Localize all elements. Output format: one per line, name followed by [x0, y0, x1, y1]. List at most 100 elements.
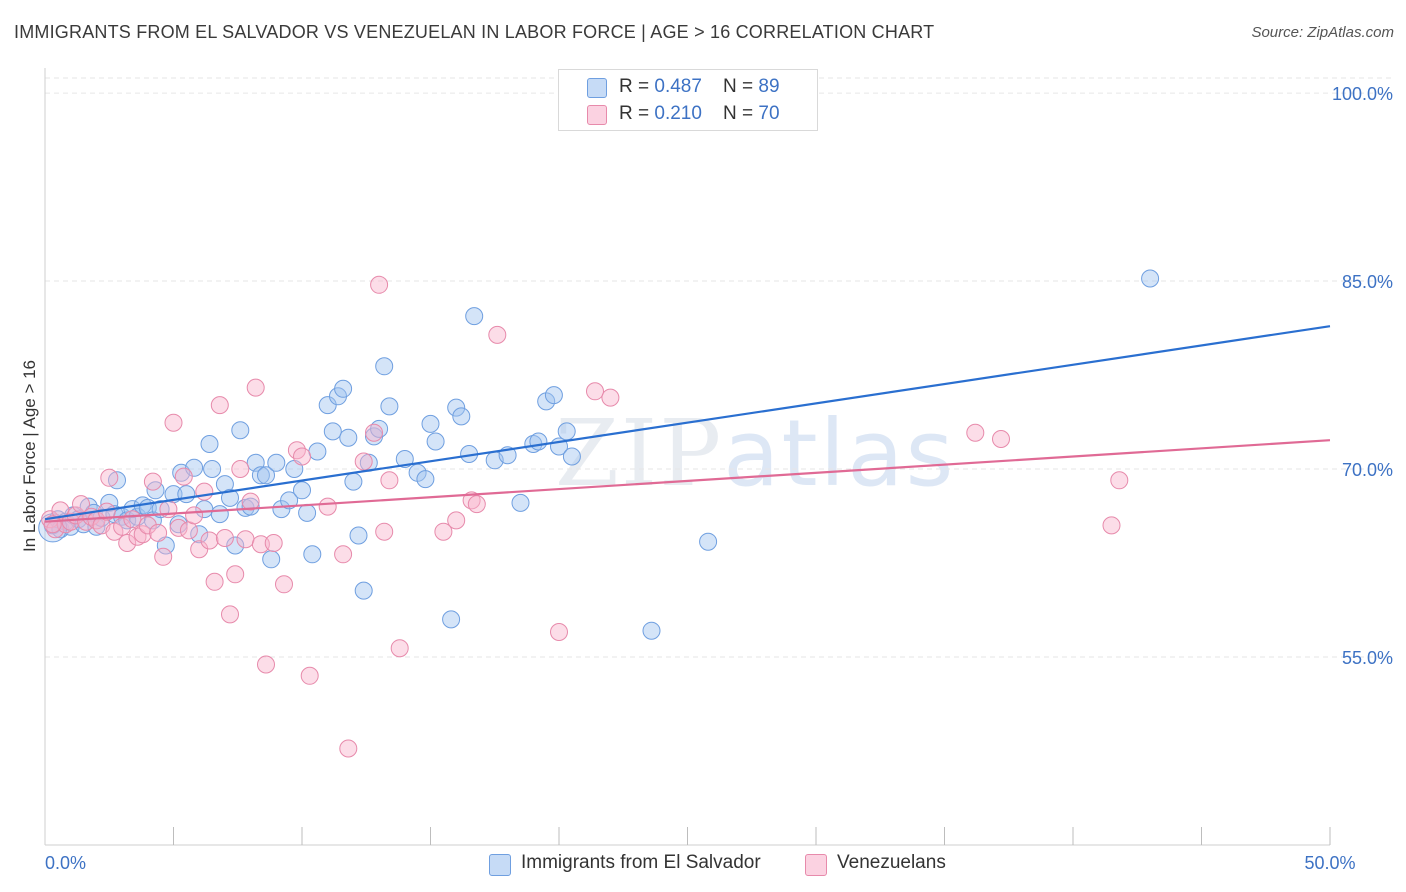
data-point [544, 386, 563, 405]
data-point [298, 503, 317, 522]
watermark: ZIPatlas [555, 400, 956, 507]
data-point [334, 379, 353, 398]
data-point [200, 531, 219, 550]
trend-line [44, 325, 1331, 521]
legend-swatch-blue [587, 78, 607, 98]
data-point [344, 472, 363, 491]
source-label: Source: ZipAtlas.com [1251, 24, 1394, 41]
bottom-legend-label: Venezuelans [837, 852, 946, 873]
data-point [221, 605, 239, 624]
legend-swatch-pink [587, 105, 607, 125]
data-point [100, 468, 119, 487]
data-point [992, 430, 1010, 448]
data-point [200, 435, 219, 453]
data-point [354, 452, 373, 471]
data-point [264, 534, 283, 552]
data-point [128, 527, 147, 546]
data-point [251, 466, 270, 485]
data-point [293, 481, 311, 500]
data-point [375, 357, 394, 376]
chart-title: IMMIGRANTS FROM EL SALVADOR VS VENEZUELA… [14, 22, 935, 42]
trend-lines [44, 325, 1331, 523]
legend-n-value: 89 [758, 76, 780, 97]
data-point [601, 388, 620, 407]
data-point [221, 488, 239, 507]
data-point [465, 307, 484, 326]
data-point [354, 581, 373, 600]
data-point [179, 521, 198, 540]
data-point [562, 447, 581, 466]
trend-line [44, 439, 1331, 523]
data-point [447, 398, 466, 417]
data-point [195, 482, 214, 501]
data-point [138, 516, 157, 535]
axes [44, 68, 1331, 846]
data-point [251, 535, 270, 554]
data-point [164, 413, 183, 432]
axis-labels: 100.0% 85.0% 70.0% 55.0% 0.0% 50.0% In Labor F… [20, 84, 1393, 873]
data-point [257, 466, 275, 485]
data-point [488, 325, 507, 344]
legend-r-label: R = [619, 76, 655, 97]
data-point [308, 442, 327, 461]
data-point [210, 396, 229, 415]
series-venezuelans [41, 275, 1129, 758]
data-point [511, 493, 530, 512]
legend-n-label: N = [723, 103, 759, 124]
data-point [557, 422, 576, 441]
data-point [375, 522, 394, 541]
data-point [177, 485, 196, 504]
data-point [642, 621, 661, 640]
data-point [318, 497, 337, 516]
data-point [236, 530, 255, 549]
data-point [72, 495, 90, 514]
data-point [1102, 516, 1121, 535]
data-point [133, 525, 152, 544]
data-point [231, 460, 250, 478]
data-point [210, 505, 229, 524]
watermark-atlas: atlas [723, 400, 956, 507]
data-point [241, 492, 260, 511]
data-point [280, 491, 299, 510]
data-point [203, 460, 222, 478]
y-tick-label: 70.0% [1342, 460, 1393, 480]
data-point [190, 525, 209, 544]
data-point [1110, 471, 1129, 490]
data-point [262, 550, 281, 569]
data-point [452, 407, 471, 426]
data-point [293, 447, 311, 466]
data-point [395, 450, 414, 468]
data-point [303, 545, 322, 564]
data-point [467, 495, 486, 514]
data-point [226, 565, 245, 584]
x-tick-label: 50.0% [1304, 853, 1355, 873]
data-point [442, 610, 461, 629]
data-point [154, 547, 173, 566]
data-point [118, 534, 137, 552]
data-point [241, 497, 260, 516]
data-point [267, 453, 286, 472]
data-point [185, 506, 204, 525]
data-point [339, 739, 358, 758]
data-point [169, 515, 188, 534]
data-point [447, 511, 466, 530]
data-point [300, 666, 319, 685]
grid-lines [45, 77, 1392, 658]
data-point [257, 655, 275, 674]
data-point [426, 432, 445, 451]
data-point [339, 428, 358, 447]
data-point [434, 522, 453, 541]
y-tick-label: 55.0% [1342, 648, 1393, 668]
data-point [349, 526, 368, 545]
watermark-zip: ZIP [555, 400, 724, 507]
data-point [149, 523, 168, 542]
y-tick-label: 100.0% [1332, 84, 1393, 104]
data-point [113, 517, 132, 536]
data-point [334, 545, 353, 564]
bottom-legend-swatch-blue [489, 854, 511, 876]
data-point [174, 467, 193, 486]
legend-n-label: N = [723, 76, 759, 97]
x-tick-label: 0.0% [45, 853, 86, 873]
data-point [537, 392, 556, 411]
